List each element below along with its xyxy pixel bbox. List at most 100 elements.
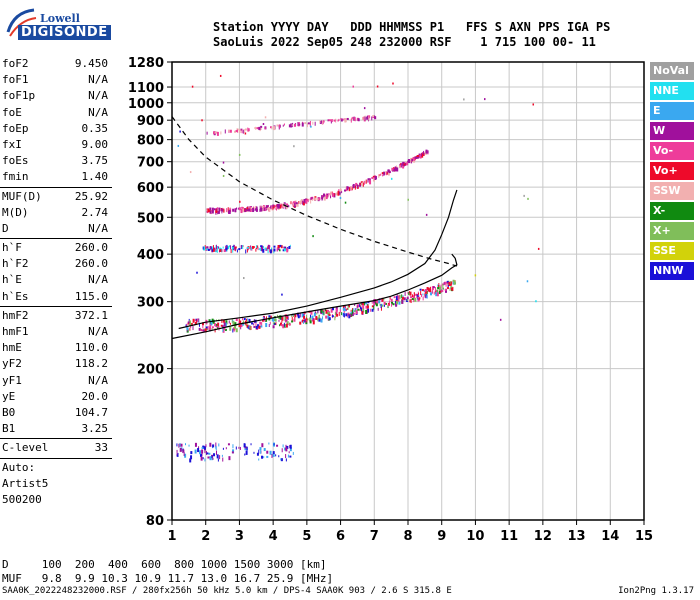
echo-mark xyxy=(278,455,280,458)
param-separator xyxy=(0,457,112,459)
echo-mark xyxy=(284,324,286,329)
echo-mark xyxy=(384,302,387,305)
echo-mark xyxy=(335,192,338,196)
echo-mark xyxy=(233,247,235,251)
echo-mark xyxy=(242,322,245,326)
echo-mark xyxy=(410,157,412,162)
echo-mark xyxy=(291,314,293,317)
legend-item: X- xyxy=(650,202,694,220)
echo-mark xyxy=(291,320,294,323)
echo-mark xyxy=(276,203,279,207)
echo-mark xyxy=(267,246,269,250)
param-note: Auto: xyxy=(2,460,36,474)
echo-mark xyxy=(276,124,279,127)
x-tick-label: 2 xyxy=(201,529,210,544)
echo-mark xyxy=(331,307,334,311)
echo-mark xyxy=(202,329,205,332)
echo-mark-sparse xyxy=(219,74,222,77)
echo-mark-sparse xyxy=(293,145,295,148)
echo-mark xyxy=(371,176,374,179)
y-tick-label: 1280 xyxy=(128,56,164,71)
param-row: D N/A xyxy=(0,221,112,237)
echo-mark-sparse xyxy=(179,130,181,133)
y-tick-label: 1000 xyxy=(128,97,164,112)
echo-mark xyxy=(218,443,220,447)
echo-mark xyxy=(176,454,178,457)
echo-mark xyxy=(354,312,356,315)
echo-mark xyxy=(271,318,273,322)
echo-mark xyxy=(207,325,209,330)
echo-mark xyxy=(297,122,300,127)
echo-mark xyxy=(209,207,212,211)
echo-mark xyxy=(272,451,275,455)
echo-mark xyxy=(199,453,202,457)
echo-mark xyxy=(260,206,262,209)
echo-mark xyxy=(397,295,400,300)
echo-mark xyxy=(333,193,335,197)
echo-mark xyxy=(222,447,224,450)
echo-mark xyxy=(230,322,232,325)
echo-mark xyxy=(360,307,362,312)
param-label: D xyxy=(2,221,9,235)
logo-brand-line1: Lowell xyxy=(40,12,80,25)
echo-mark xyxy=(281,316,284,321)
scaled-parameters-panel: foF2 9.450 foF1 N/A foF1p N/A foE N/A foEp 0.35 fx… xyxy=(0,56,112,508)
echo-mark xyxy=(366,305,369,309)
echo-mark xyxy=(434,287,436,292)
echo-mark xyxy=(365,305,368,309)
echo-mark xyxy=(328,311,331,316)
echo-mark xyxy=(357,184,359,187)
echo-mark xyxy=(271,126,273,130)
echo-mark-sparse xyxy=(344,201,347,204)
echo-mark xyxy=(212,248,214,252)
echo-mark xyxy=(310,196,313,200)
echo-mark xyxy=(359,183,361,186)
echo-mark xyxy=(311,198,313,201)
echo-mark xyxy=(311,315,314,320)
param-label: foE xyxy=(2,105,22,119)
echo-mark xyxy=(395,299,398,302)
echo-mark xyxy=(202,457,204,460)
echo-mark xyxy=(282,124,284,127)
echo-mark xyxy=(262,248,265,253)
y-tick-label: 1100 xyxy=(128,81,164,96)
echo-mark xyxy=(177,452,179,457)
echo-mark xyxy=(209,326,212,331)
echo-mark xyxy=(310,197,312,200)
echo-mark xyxy=(259,321,262,325)
echo-mark xyxy=(206,246,209,249)
echo-mark xyxy=(244,453,246,456)
echo-mark xyxy=(399,164,401,167)
echo-mark xyxy=(420,291,422,296)
echo-mark xyxy=(321,196,323,201)
station-header-line1: Station YYYY DAY DDD HHMMSS P1 FFS S AXN… xyxy=(213,20,611,34)
echo-mark xyxy=(195,319,197,323)
echo-mark xyxy=(269,450,272,455)
echo-mark xyxy=(398,297,400,302)
echo-mark xyxy=(323,196,326,201)
param-label: foEp xyxy=(2,121,29,135)
echo-mark xyxy=(268,315,271,318)
echo-mark xyxy=(357,118,360,122)
echo-mark xyxy=(452,279,455,282)
x-tick-label: 4 xyxy=(269,529,278,544)
param-label: C-level xyxy=(2,441,49,455)
echo-mark xyxy=(234,208,236,211)
echo-mark xyxy=(282,324,285,329)
echo-mark xyxy=(312,320,315,325)
echo-mark xyxy=(234,246,237,249)
echo-mark xyxy=(219,455,221,460)
echo-mark xyxy=(280,458,282,461)
echo-mark xyxy=(421,289,424,292)
echo-mark xyxy=(316,198,319,201)
echo-mark xyxy=(381,297,384,302)
echo-mark xyxy=(201,449,204,454)
echo-mark xyxy=(235,247,237,251)
echo-mark xyxy=(318,197,321,201)
echo-mark xyxy=(380,306,382,311)
echo-mark xyxy=(288,323,291,326)
legend-item: Vo- xyxy=(650,142,694,160)
echo-mark xyxy=(294,316,296,319)
echo-mark xyxy=(244,129,246,134)
echo-mark xyxy=(218,249,220,253)
